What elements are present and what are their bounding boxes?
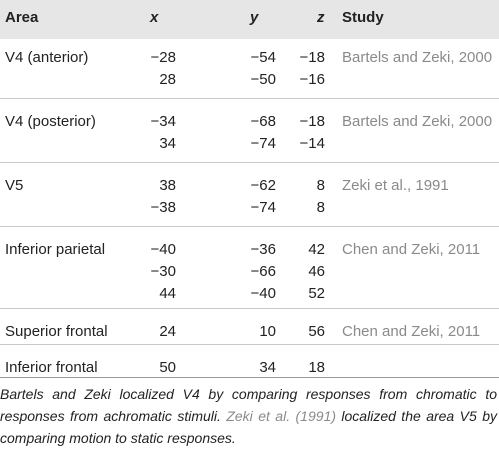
area-label: V4 (anterior) xyxy=(5,49,89,66)
coord-x: −28 xyxy=(150,49,176,66)
caption-text-1: Bartels and Zeki localized V4 by compari… xyxy=(0,386,497,424)
coord-z: 56 xyxy=(308,323,325,340)
row-separator xyxy=(0,98,499,99)
area-label: Superior frontal xyxy=(5,323,108,340)
coord-z: 18 xyxy=(308,359,325,376)
coord-y: 10 xyxy=(259,323,276,340)
coord-y: −36 xyxy=(250,241,276,258)
table-caption: Bartels and Zeki localized V4 by compari… xyxy=(0,383,497,449)
coord-z: 42 xyxy=(308,241,325,258)
coord-y: −74 xyxy=(250,199,276,216)
coord-x: 50 xyxy=(159,359,176,376)
coord-x: −34 xyxy=(150,113,176,130)
coord-x: 28 xyxy=(159,71,176,88)
coord-y: −62 xyxy=(250,177,276,194)
coord-y: 34 xyxy=(259,359,276,376)
coord-z: 46 xyxy=(308,263,325,280)
area-label: V5 xyxy=(5,177,24,194)
study-citation[interactable]: Bartels and Zeki, 2000 xyxy=(342,49,493,66)
row-separator xyxy=(0,308,499,309)
caption-text-2: localized the area V5 by comparing motio… xyxy=(0,408,497,446)
study-citation[interactable]: Bartels and Zeki, 2000 xyxy=(342,113,493,130)
coord-z: 8 xyxy=(316,177,325,194)
study-citation[interactable]: Zeki et al., 1991 xyxy=(342,177,449,194)
coord-y: −40 xyxy=(250,285,276,302)
coord-x: 38 xyxy=(159,177,176,194)
header-z: z xyxy=(317,9,325,26)
header-area: Area xyxy=(5,9,39,26)
coord-y: −66 xyxy=(250,263,276,280)
table-header: Area x y z Study xyxy=(0,0,499,39)
coord-z: −18 xyxy=(299,49,325,66)
area-label: Inferior frontal xyxy=(5,359,98,376)
coord-z: −16 xyxy=(299,71,325,88)
study-citation[interactable]: Chen and Zeki, 2011 xyxy=(342,323,481,340)
coord-x: −40 xyxy=(150,241,176,258)
coord-x: −30 xyxy=(150,263,176,280)
coord-z: −18 xyxy=(299,113,325,130)
table-bottom-rule xyxy=(0,377,499,378)
row-separator xyxy=(0,344,499,345)
header-y: y xyxy=(250,9,259,26)
caption-citation-link[interactable]: Zeki et al. (1991) xyxy=(226,408,336,424)
coord-y: −74 xyxy=(250,135,276,152)
coord-y: −54 xyxy=(250,49,276,66)
coord-x: 24 xyxy=(159,323,176,340)
row-separator xyxy=(0,162,499,163)
coord-z: −14 xyxy=(299,135,325,152)
row-separator xyxy=(0,226,499,227)
coord-x: 44 xyxy=(159,285,176,302)
coord-x: 34 xyxy=(159,135,176,152)
header-study: Study xyxy=(342,9,384,26)
header-x: x xyxy=(150,9,159,26)
area-label: V4 (posterior) xyxy=(5,113,96,130)
coord-z: 52 xyxy=(308,285,325,302)
coord-z: 8 xyxy=(316,199,325,216)
coord-y: −68 xyxy=(250,113,276,130)
area-label: Inferior parietal xyxy=(5,241,106,258)
study-citation[interactable]: Chen and Zeki, 2011 xyxy=(342,241,481,258)
coord-y: −50 xyxy=(250,71,276,88)
coord-x: −38 xyxy=(150,199,176,216)
